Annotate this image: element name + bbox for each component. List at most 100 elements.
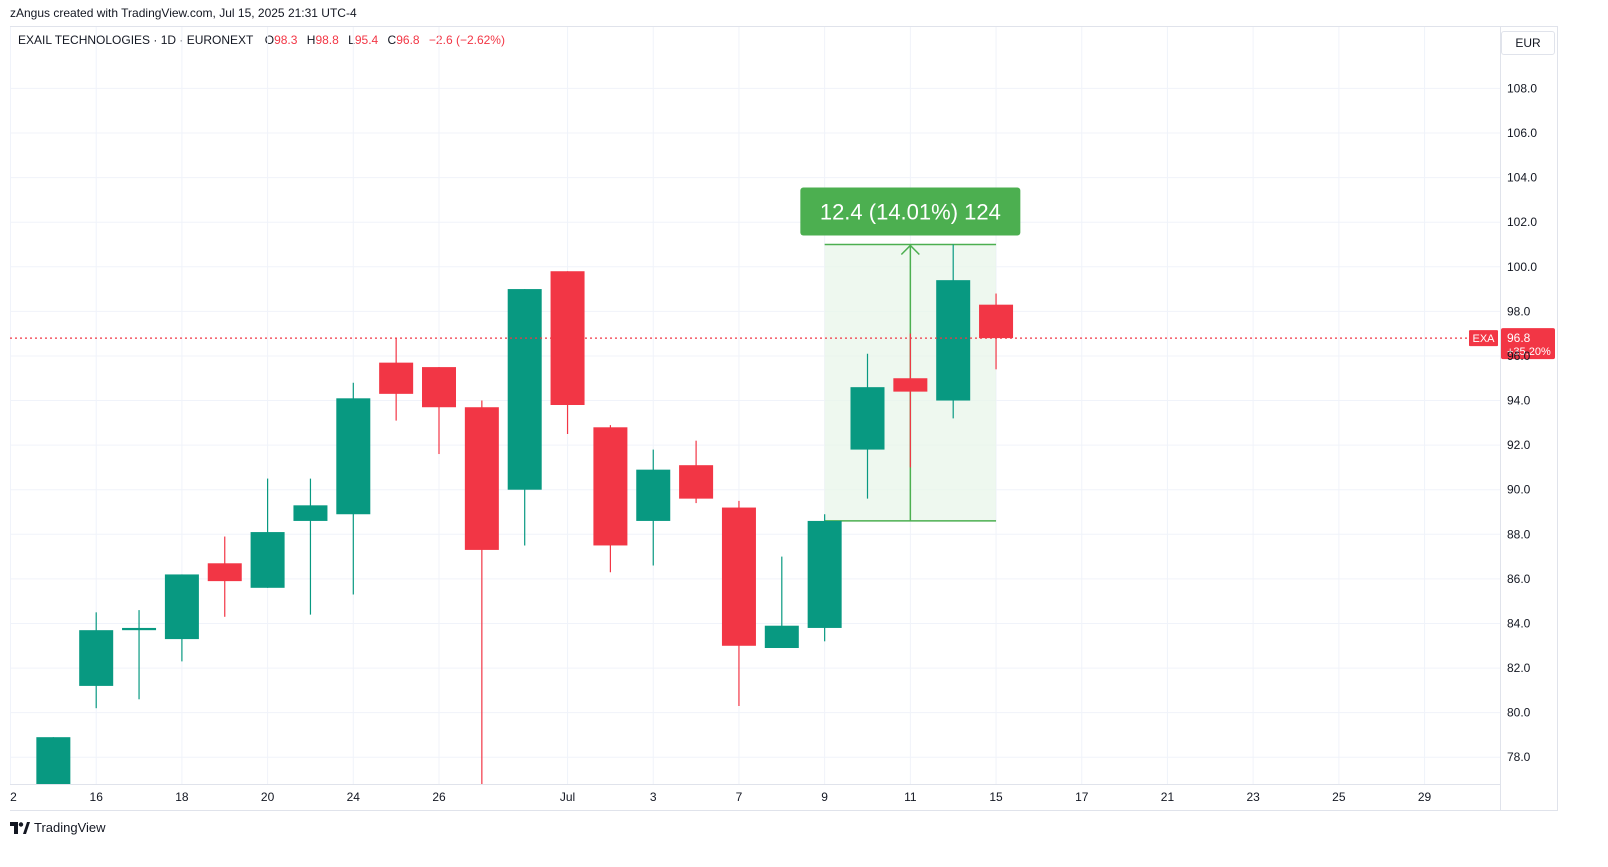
x-tick-label: 25: [1332, 790, 1346, 804]
candle-body: [893, 378, 928, 392]
close-label: C: [387, 33, 397, 47]
candle-body: [379, 362, 414, 394]
x-tick-label: 20: [261, 790, 275, 804]
candle-body: [207, 563, 242, 582]
currency-selector[interactable]: EUR: [1501, 31, 1555, 55]
candle-down: [379, 338, 414, 421]
candle-down: [893, 333, 928, 468]
x-tick-label: 18: [175, 790, 189, 804]
candle-up: [336, 382, 371, 595]
candle-body: [464, 407, 499, 550]
candle-up: [36, 737, 71, 784]
low-value: 95.4: [354, 33, 379, 47]
x-tick-label: 15: [989, 790, 1003, 804]
candle-body: [979, 304, 1014, 339]
candle-body: [936, 280, 971, 401]
measure-label-box: [800, 187, 1021, 236]
x-tick-label: 3: [650, 790, 657, 804]
x-tick-label: 2: [10, 790, 17, 804]
last-price-change: +35.20%: [1507, 346, 1551, 358]
tradingview-brand[interactable]: TradingView: [10, 820, 106, 835]
candle-up: [850, 353, 885, 499]
high-value: 98.8: [315, 33, 339, 47]
candle-body: [293, 505, 328, 521]
last-price-value: 96.8: [1507, 331, 1531, 345]
candle-down: [207, 536, 242, 617]
candle-up: [293, 478, 328, 615]
candle-up: [807, 514, 842, 642]
y-tick-label: 96.0: [1507, 349, 1531, 363]
candle-up: [636, 449, 671, 566]
candle-down: [464, 400, 499, 784]
y-tick-label: 104.0: [1507, 171, 1537, 185]
x-tick-label: 7: [736, 790, 743, 804]
x-tick-label: 23: [1246, 790, 1260, 804]
x-axis-labels: 2 16 18 20 24 26 Jul 3 7 9 11 15 17 21 23 25 29: [10, 790, 1431, 804]
measure-arrow-head: [900, 244, 920, 256]
high-label: H: [306, 33, 316, 47]
candle-body: [164, 574, 199, 640]
candle-down: [979, 293, 1014, 370]
low-label: L: [348, 33, 355, 47]
last-price-line: EXA 96.8+35.20%: [10, 328, 1555, 360]
last-price-box: [1501, 328, 1555, 360]
x-tick-label: Jul: [560, 790, 575, 804]
symbol-name[interactable]: EXAIL TECHNOLOGIES · 1D · EURONEXT: [18, 33, 254, 47]
candle-body: [764, 625, 799, 649]
last-price-symbol: EXA: [1472, 333, 1495, 345]
close-value: 96.8: [396, 33, 420, 47]
candle-up: [936, 244, 971, 419]
candle-body: [79, 630, 114, 686]
x-tick-label: 16: [90, 790, 104, 804]
candle-body: [36, 737, 71, 784]
y-tick-label: 108.0: [1507, 81, 1537, 95]
candles: [36, 244, 1014, 784]
candle-body: [593, 427, 628, 546]
y-tick-label: 80.0: [1507, 706, 1531, 720]
candle-down: [550, 271, 585, 434]
open-label: O: [264, 33, 275, 47]
tradingview-logo-icon: [10, 821, 30, 834]
candle-body: [250, 532, 285, 588]
measure-label: 12.4 (14.01%) 124: [820, 199, 1001, 224]
candle-down: [721, 500, 756, 706]
x-tick-label: 29: [1418, 790, 1432, 804]
candle-down: [679, 440, 714, 504]
x-tick-label: 11: [904, 790, 917, 804]
y-tick-label: 100.0: [1507, 260, 1537, 274]
candle-body: [507, 289, 542, 490]
y-tick-label: 84.0: [1507, 616, 1531, 630]
brand-label: TradingView: [34, 820, 106, 835]
x-tick-label: 24: [347, 790, 361, 804]
candle-up: [507, 289, 542, 546]
grid-lines: [10, 26, 1500, 784]
candle-down: [593, 425, 628, 573]
x-tick-label: 17: [1075, 790, 1089, 804]
y-tick-label: 98.0: [1507, 304, 1531, 318]
candle-body: [422, 367, 456, 408]
candle-body: [336, 398, 371, 515]
x-tick-label: 21: [1161, 790, 1175, 804]
y-tick-label: 90.0: [1507, 483, 1531, 497]
candle-up: [79, 612, 114, 709]
candle-up: [164, 574, 199, 662]
y-tick-label: 88.0: [1507, 527, 1531, 541]
change-value: −2.6 (−2.62%): [428, 33, 505, 47]
axis-lines: [10, 26, 1558, 811]
candle-up: [764, 556, 799, 649]
candle-body: [122, 627, 157, 631]
candle-body: [850, 387, 885, 450]
y-tick-label: 78.0: [1507, 750, 1531, 764]
y-tick-label: 92.0: [1507, 438, 1531, 452]
x-tick-label: 9: [821, 790, 828, 804]
candle-body: [721, 507, 756, 646]
y-tick-label: 82.0: [1507, 661, 1531, 675]
x-tick-label: 26: [432, 790, 446, 804]
y-axis-labels: 78.0 80.0 82.0 84.0 86.0 88.0 90.0 92.0 94.0 96.0…: [1507, 81, 1537, 764]
chart-caption: zAngus created with TradingView.com, Jul…: [10, 6, 357, 20]
symbol-legend: EXAIL TECHNOLOGIES · 1D · EURONEXT O98.3…: [18, 33, 511, 47]
y-tick-label: 102.0: [1507, 215, 1537, 229]
last-price-symbol-box: [1469, 330, 1498, 347]
